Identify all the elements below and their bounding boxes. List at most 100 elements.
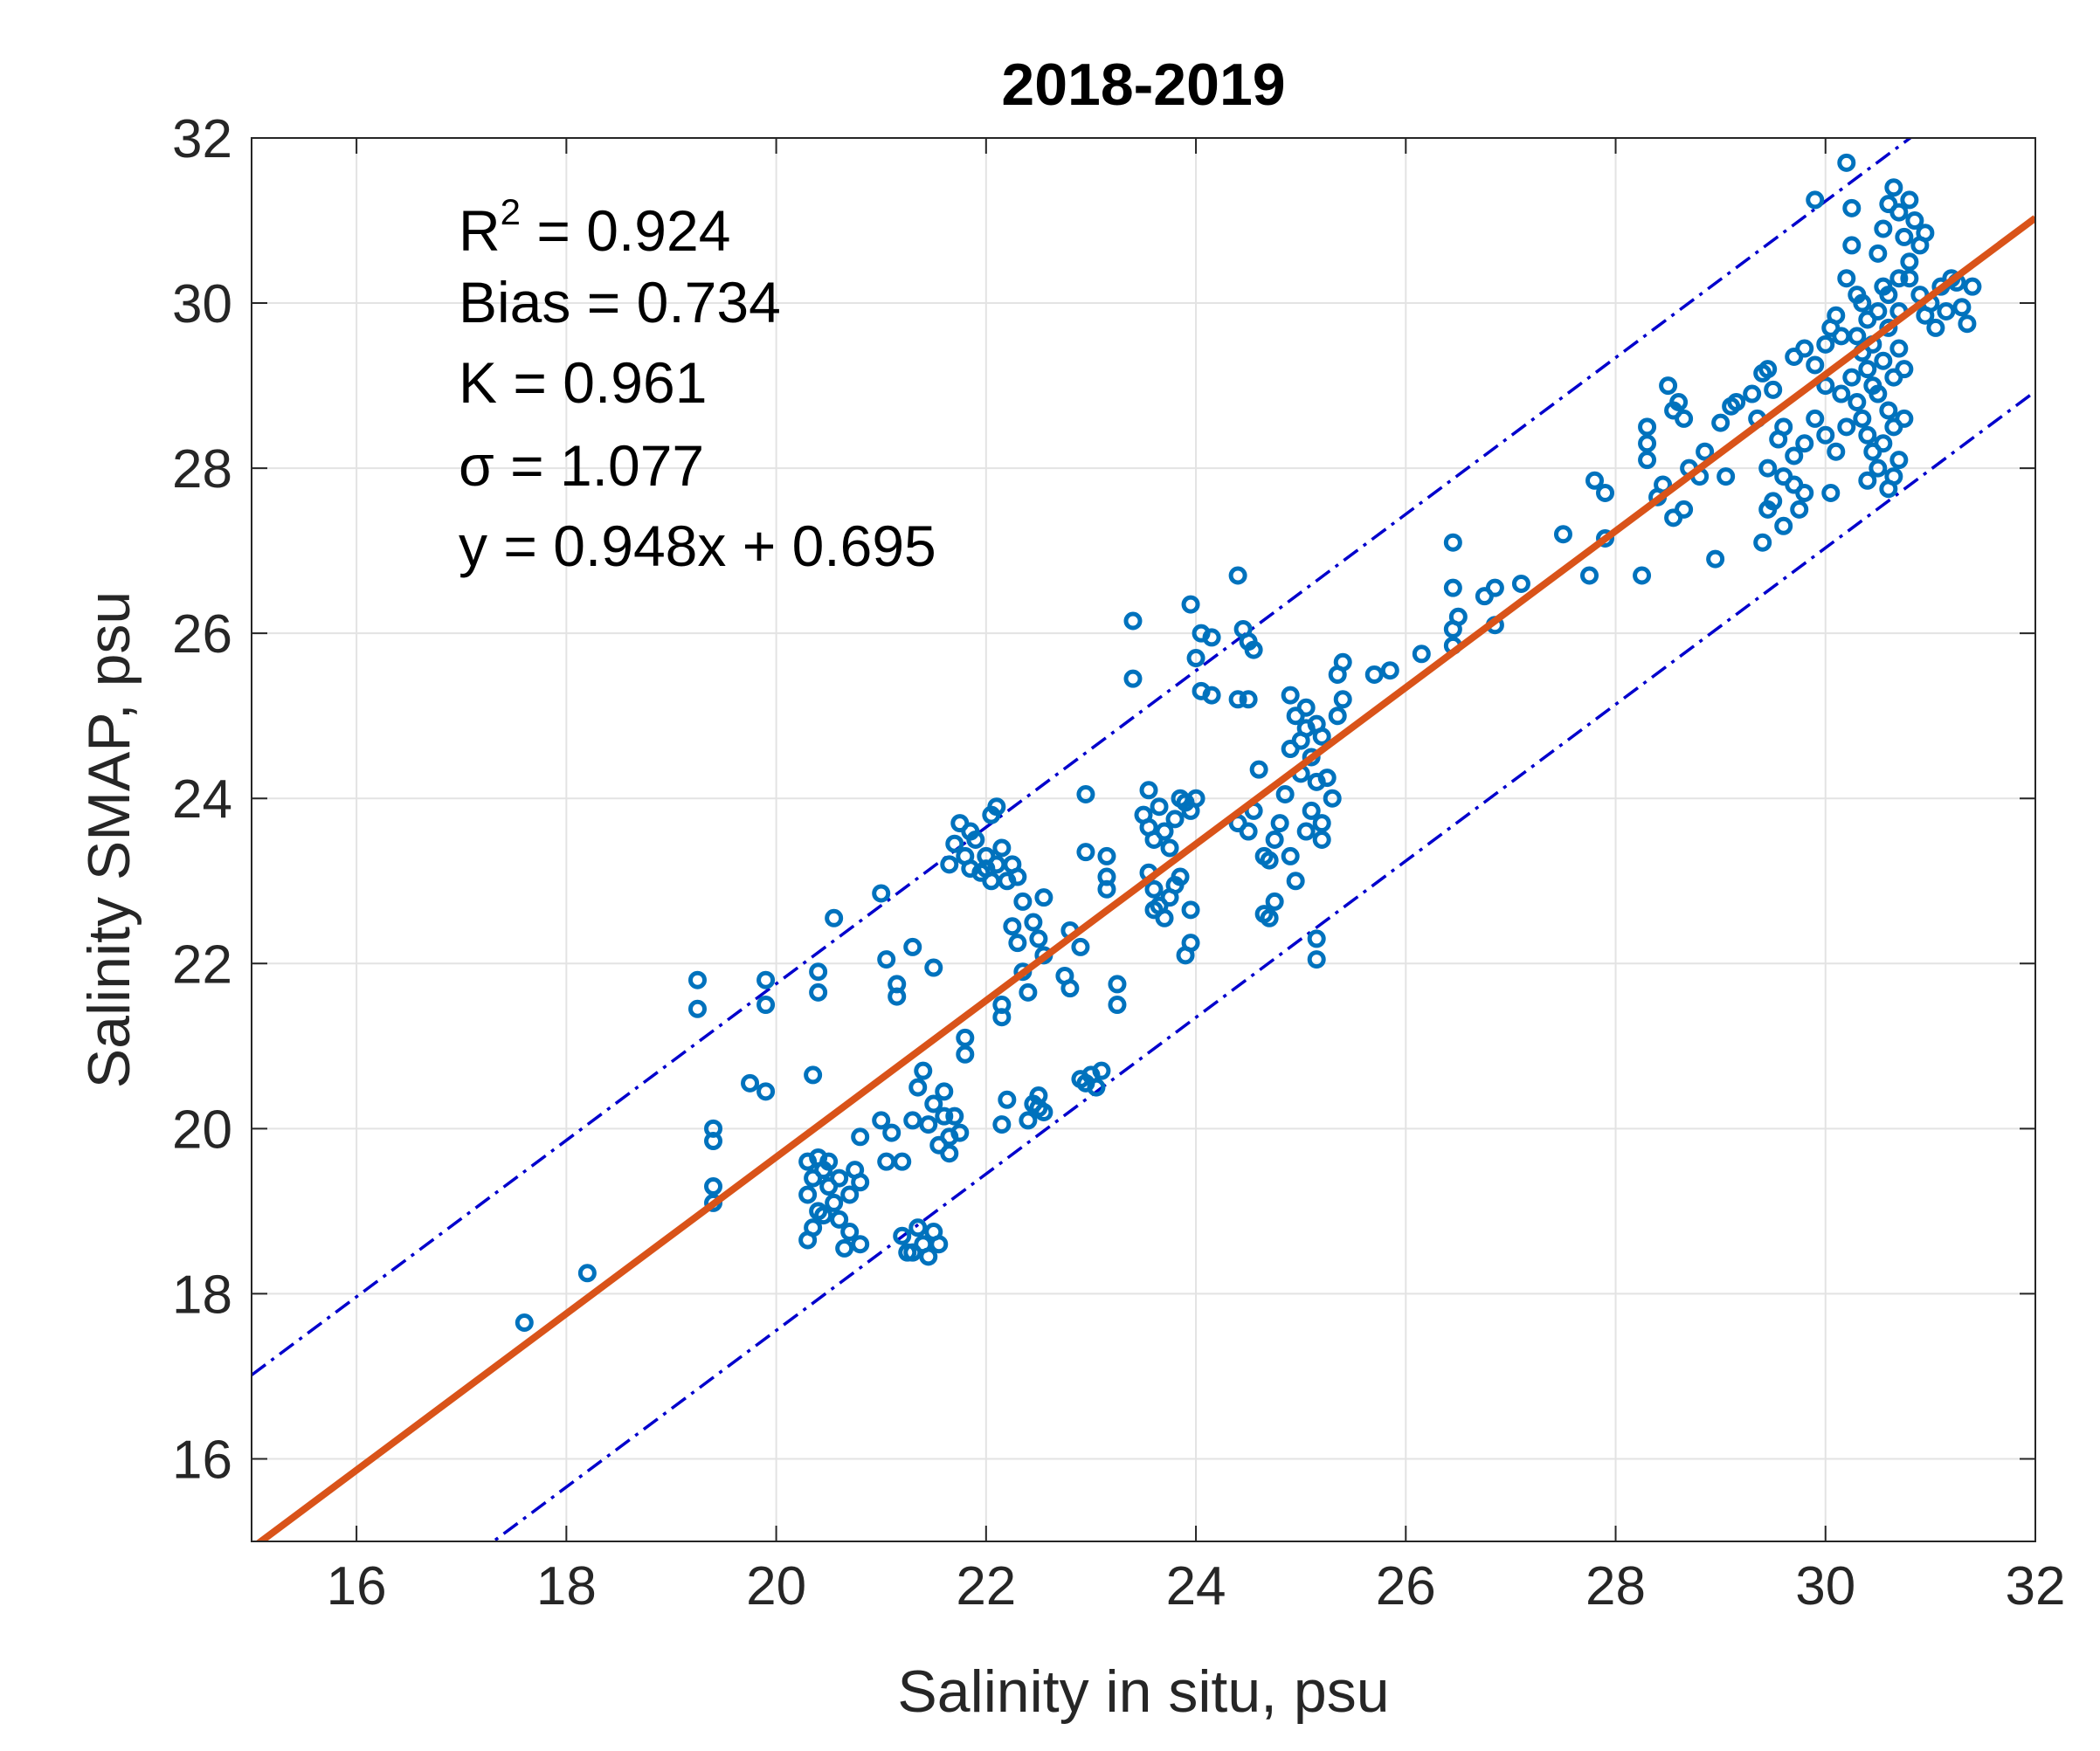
x-tick-label: 28	[1585, 1556, 1646, 1617]
data-point	[977, 859, 996, 879]
data-point	[1853, 409, 1872, 428]
data-point	[1239, 690, 1258, 709]
data-point	[1228, 690, 1247, 709]
y-tick-label: 32	[172, 109, 232, 169]
data-point	[914, 1061, 933, 1080]
data-point	[1874, 434, 1893, 453]
data-point	[1443, 533, 1462, 552]
data-point	[1711, 413, 1730, 432]
data-point	[1312, 727, 1331, 746]
data-point	[1181, 595, 1200, 614]
data-point	[924, 1094, 943, 1113]
data-point	[1307, 929, 1326, 948]
data-point	[903, 1111, 922, 1130]
x-tick-label: 16	[327, 1556, 387, 1617]
data-point	[1008, 934, 1027, 953]
data-point	[1727, 392, 1746, 411]
data-point	[1963, 277, 1982, 296]
data-point	[1842, 236, 1862, 255]
fit-line	[255, 215, 2035, 1541]
y-tick-label: 16	[172, 1430, 232, 1490]
data-point	[1302, 801, 1321, 820]
y-tick-label: 30	[172, 274, 232, 334]
data-point	[1312, 831, 1331, 849]
data-point	[1511, 574, 1530, 593]
data-point	[893, 1226, 912, 1245]
data-point	[1696, 442, 1715, 461]
data-point	[1806, 409, 1825, 428]
data-point	[1155, 822, 1174, 841]
data-point	[1317, 769, 1337, 788]
data-point	[756, 1082, 776, 1101]
data-point	[924, 958, 943, 977]
data-point	[1659, 376, 1678, 396]
data-point	[1916, 224, 1935, 243]
data-point	[935, 1082, 954, 1101]
data-point	[1753, 533, 1772, 552]
data-point	[1071, 937, 1090, 956]
data-point	[1186, 789, 1205, 808]
data-point	[851, 1235, 870, 1254]
data-point	[1889, 451, 1909, 470]
data-point	[1958, 314, 1977, 334]
data-point	[1296, 698, 1316, 717]
data-point	[1275, 785, 1295, 804]
data-point	[1202, 628, 1221, 647]
data-point	[1144, 900, 1164, 920]
data-point	[1092, 1061, 1111, 1080]
data-point	[1806, 190, 1825, 210]
data-point	[1333, 690, 1352, 709]
data-point	[908, 1078, 928, 1097]
data-point	[1286, 872, 1305, 891]
lower-confidence-line	[490, 389, 2035, 1541]
data-point	[830, 1210, 849, 1229]
data-point	[835, 1238, 854, 1258]
data-point	[851, 1127, 870, 1147]
data-point	[1097, 846, 1116, 865]
x-tick-label: 32	[2006, 1556, 2066, 1617]
data-point	[987, 797, 1006, 817]
data-point	[1858, 471, 1877, 490]
data-point	[1108, 996, 1127, 1015]
data-point	[1638, 417, 1657, 437]
data-point	[1485, 578, 1504, 597]
grid	[252, 137, 2036, 1541]
y-tick-label: 28	[172, 439, 232, 500]
data-point	[1448, 607, 1468, 626]
data-point	[756, 996, 776, 1015]
data-point	[903, 937, 922, 956]
data-point	[1758, 360, 1778, 379]
data-point	[1019, 982, 1038, 1002]
data-point	[992, 1115, 1012, 1134]
data-point	[819, 1152, 839, 1171]
data-point	[924, 1223, 943, 1242]
data-point	[1076, 785, 1095, 804]
data-point	[1895, 227, 1914, 246]
data-point	[1832, 327, 1851, 346]
data-point	[1675, 500, 1694, 519]
data-point	[1706, 549, 1725, 569]
data-point	[1076, 843, 1095, 862]
y-tick-label: 22	[172, 934, 232, 995]
data-point	[1774, 417, 1793, 437]
data-point	[1281, 846, 1300, 865]
data-point	[830, 1168, 849, 1188]
data-point	[1281, 686, 1300, 705]
data-point	[1858, 360, 1877, 379]
data-point	[945, 834, 964, 853]
data-point	[1900, 269, 1919, 288]
data-point	[961, 822, 980, 841]
data-point	[1869, 384, 1888, 403]
data-point	[919, 1115, 938, 1134]
data-point	[1029, 1099, 1048, 1118]
data-point	[935, 1106, 954, 1126]
data-point	[1889, 339, 1909, 358]
data-point	[945, 1106, 964, 1126]
data-point	[1853, 293, 1872, 313]
data-point	[1270, 814, 1289, 833]
data-point	[1895, 409, 1914, 428]
data-point	[1879, 318, 1898, 337]
data-point	[809, 962, 828, 982]
data-point	[1869, 302, 1888, 321]
data-point	[1302, 748, 1321, 767]
